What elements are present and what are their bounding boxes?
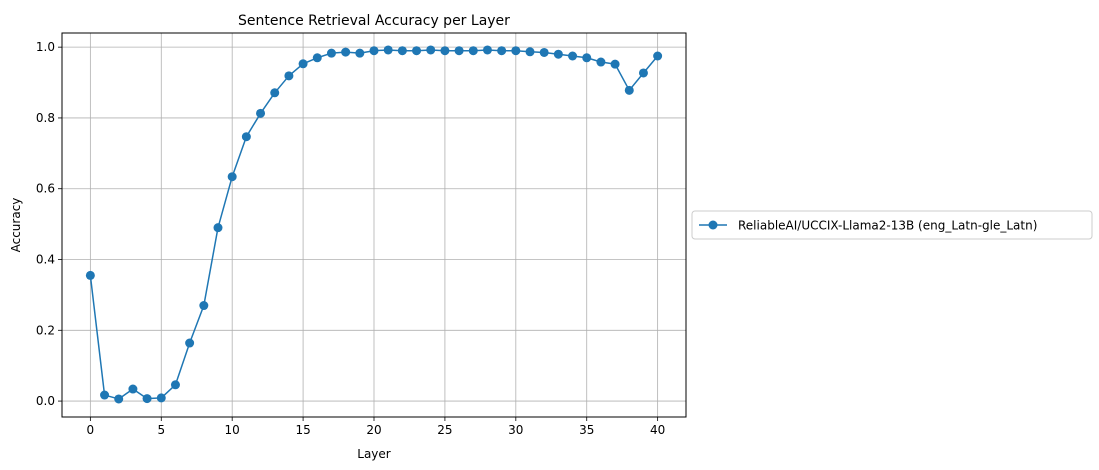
data-point [568, 51, 578, 61]
data-point [213, 223, 223, 233]
x-tick-label: 25 [437, 423, 452, 437]
data-point [397, 46, 407, 56]
data-point [298, 59, 308, 69]
data-point [326, 48, 336, 58]
data-point [638, 68, 648, 78]
data-point [199, 301, 209, 311]
y-tick-label: 0.2 [36, 323, 55, 337]
y-tick-label: 0.0 [36, 394, 55, 408]
x-tick-label: 40 [650, 423, 665, 437]
data-point [312, 53, 322, 63]
data-point [454, 46, 464, 56]
x-axis-label: Layer [357, 447, 391, 461]
data-point [85, 270, 95, 280]
data-point [341, 47, 351, 57]
data-point [412, 46, 422, 56]
x-tick-label: 10 [225, 423, 240, 437]
data-point [426, 45, 436, 55]
data-point [553, 49, 563, 59]
data-point [128, 384, 138, 394]
x-tick-label: 35 [579, 423, 594, 437]
data-point [100, 390, 110, 400]
data-point [440, 46, 450, 56]
legend: ReliableAI/UCCIX-Llama2-13B (eng_Latn-gl… [691, 210, 1093, 240]
series-layer [85, 45, 663, 404]
y-tick-label: 0.4 [36, 253, 55, 267]
y-tick-label: 1.0 [36, 40, 55, 54]
x-tick-label: 20 [366, 423, 381, 437]
data-point [525, 47, 535, 57]
data-point [170, 380, 180, 390]
data-point [482, 45, 492, 55]
y-tick-label: 0.6 [36, 182, 55, 196]
data-point [256, 108, 266, 118]
data-point [142, 394, 152, 404]
chart-title: Sentence Retrieval Accuracy per Layer [238, 13, 510, 29]
legend-marker [708, 220, 718, 230]
data-point [539, 47, 549, 57]
legend-entry: ReliableAI/UCCIX-Llama2-13B (eng_Latn-gl… [738, 219, 1037, 233]
data-point [114, 394, 124, 404]
data-point [270, 88, 280, 98]
data-point [653, 51, 663, 61]
data-point [596, 57, 606, 67]
data-point [369, 46, 379, 56]
data-point [497, 46, 507, 56]
data-point [241, 132, 251, 142]
data-point [185, 338, 195, 348]
data-point [156, 393, 166, 403]
data-point [624, 85, 634, 95]
data-point [383, 45, 393, 55]
data-point [468, 46, 478, 56]
grid [62, 33, 686, 417]
data-point [227, 172, 237, 182]
data-point [582, 53, 592, 63]
x-axis: 0 5 10 15 20 25 30 35 40 [87, 417, 665, 437]
y-axis-label: Accuracy [9, 198, 23, 253]
x-tick-label: 5 [157, 423, 165, 437]
data-point [610, 59, 620, 69]
y-axis: 0.0 0.2 0.4 0.6 0.8 1.0 [36, 40, 62, 408]
y-tick-label: 0.8 [36, 111, 55, 125]
x-tick-label: 0 [87, 423, 95, 437]
x-tick-label: 30 [508, 423, 523, 437]
data-point [355, 48, 365, 58]
data-point [284, 71, 294, 81]
x-tick-label: 15 [295, 423, 310, 437]
data-point [511, 46, 521, 56]
legend-box [691, 210, 1093, 240]
